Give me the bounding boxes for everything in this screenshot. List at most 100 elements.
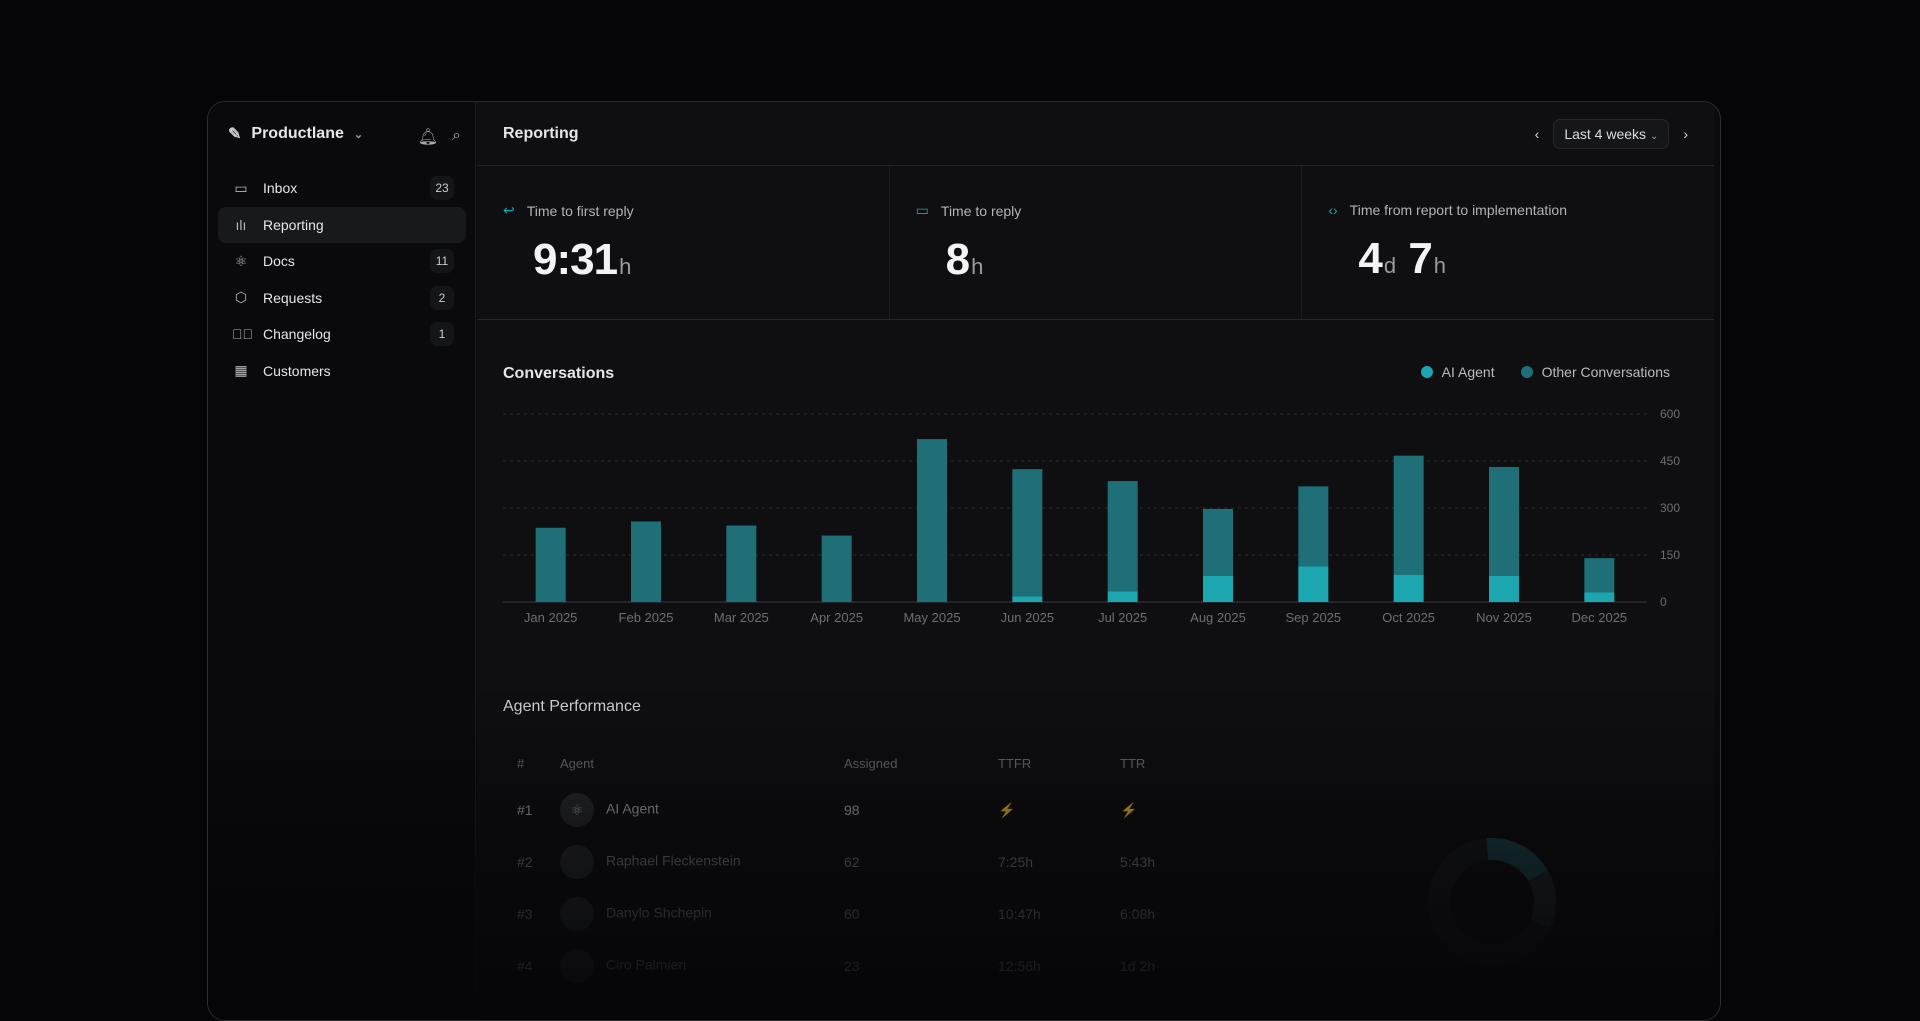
chevron-down-icon: ⌄	[353, 128, 364, 141]
sidebar-nav: ▭ Inbox 23 ılı Reporting ⚛ Docs 11 ⬡ Requests 2…	[218, 170, 466, 389]
count-badge: 2	[430, 285, 454, 310]
next-period-button[interactable]: ›	[1683, 125, 1688, 142]
sidebar-item-requests[interactable]: ⬡ Requests 2	[218, 280, 466, 316]
sidebar-item-docs[interactable]: ⚛ Docs 11	[218, 243, 466, 279]
x-tick-label: May 2025	[903, 610, 960, 625]
x-tick-label: Jun 2025	[1001, 610, 1054, 625]
ttfr: 12:56h	[998, 958, 1041, 974]
x-tick-label: Aug 2025	[1190, 610, 1246, 625]
bar-other	[1393, 455, 1424, 575]
table-row[interactable]: #4 Ciro Palmieri 23 12:56h 1d 2h	[503, 940, 1240, 992]
sidebar-item-label: Docs	[263, 253, 295, 269]
chart-legend: AI Agent Other Conversations	[1420, 364, 1670, 380]
stat-value: 7	[1408, 234, 1433, 283]
bar-ai	[1203, 575, 1233, 602]
header: Reporting ‹ Last 4 weeks ⌄ ›	[477, 102, 1714, 166]
bar-chart-icon: ılı	[235, 216, 247, 233]
x-tick-label: Sep 2025	[1285, 610, 1341, 625]
bar-other	[1584, 558, 1615, 593]
sidebar-item-label: Inbox	[263, 180, 298, 196]
sidebar: ✎ Productlane ⌄ 🔔︎ ⌕ ▭ Inbox 23 ılı Reporti…	[208, 102, 476, 1020]
legend-label: Other Conversations	[1541, 364, 1670, 380]
bar-other	[917, 439, 947, 602]
y-tick-label: 300	[1660, 501, 1680, 515]
chart-title: Conversations	[503, 365, 615, 382]
stat-value: 9:31	[533, 235, 618, 284]
legend-label: AI Agent	[1441, 364, 1495, 380]
donut-chart	[1428, 838, 1556, 966]
bar-other	[821, 535, 852, 602]
sidebar-item-changelog[interactable]: ✓⃝ Changelog 1	[218, 316, 466, 352]
assigned: 60	[844, 906, 860, 922]
stat-unit: d	[1383, 253, 1396, 278]
stat-unit: h	[1433, 253, 1446, 278]
conversations-chart: 0 150 300 450 600 Jan 2025 Feb 2025 Mar 2025 Apr…	[503, 407, 1680, 625]
x-tick-label: Apr 2025	[810, 610, 863, 625]
building-icon: ▦	[234, 362, 248, 378]
stats-row: ↩ Time to first reply 9:31h ▭ Time to reply…	[477, 166, 1714, 320]
agent-name: AI Agent	[606, 800, 659, 817]
y-tick-label: 450	[1660, 454, 1680, 468]
cube-icon: ⬡	[234, 289, 248, 305]
assigned: 62	[844, 854, 860, 870]
x-tick-label: Dec 2025	[1572, 610, 1628, 625]
table-row[interactable]: #3 Danylo Shchepin 60 10:47h 6:08h	[503, 888, 1240, 940]
sidebar-item-label: Requests	[263, 289, 323, 306]
agent-performance-title: Agent Performance	[503, 698, 641, 715]
x-tick-label: Mar 2025	[714, 610, 769, 625]
stat-label: Time to first reply	[526, 202, 634, 219]
x-tick-label: Nov 2025	[1476, 610, 1532, 625]
avatar	[560, 949, 594, 983]
ttfr: 7:25h	[998, 854, 1034, 870]
stat-label: Time to reply	[940, 202, 1022, 219]
ttr: 1d 2h	[1120, 958, 1156, 974]
stat-first-reply: ↩ Time to first reply 9:31h	[477, 166, 890, 319]
count-badge: 11	[430, 249, 454, 273]
bar-ai	[1489, 575, 1519, 602]
stat-unit: h	[971, 254, 983, 279]
check-circle-icon: ✓⃝	[232, 326, 253, 342]
bar-other	[1489, 466, 1519, 576]
date-range-value: Last 4 weeks	[1564, 125, 1647, 142]
search-icon[interactable]: ⌕	[452, 127, 461, 144]
bar-other	[1012, 469, 1043, 597]
ttfr: 10:47h	[998, 906, 1041, 922]
sidebar-item-inbox[interactable]: ▭ Inbox 23	[218, 170, 466, 206]
stat-label: Time from report to implementation	[1349, 202, 1568, 218]
atom-icon: ⚛	[234, 252, 248, 269]
prev-period-button[interactable]: ‹	[1534, 125, 1540, 142]
page-title: Reporting	[503, 124, 579, 142]
col-assigned: Assigned	[844, 755, 898, 771]
y-tick-label: 0	[1660, 595, 1667, 609]
count-badge: 1	[430, 322, 454, 346]
y-tick-label: 600	[1660, 407, 1680, 421]
main-panel: Reporting ‹ Last 4 weeks ⌄ › ↩ Time to fi…	[477, 102, 1714, 1020]
inbox-icon: ▭	[234, 179, 248, 196]
message-icon: ▭	[915, 202, 929, 218]
table-row[interactable]: #1 ⚛ AI Agent 98 ⚡ ⚡	[503, 784, 1240, 836]
ai-agent-avatar: ⚛	[560, 793, 594, 827]
bell-icon[interactable]: 🔔︎	[417, 129, 439, 146]
bar-other	[1298, 486, 1329, 567]
col-agent: Agent	[560, 755, 594, 771]
reply-icon: ↩	[503, 202, 515, 218]
x-tick-label: Oct 2025	[1382, 610, 1435, 625]
code-icon: ‹›	[1328, 202, 1338, 218]
lightning-icon: ⚡	[998, 801, 1016, 818]
sidebar-item-label: Customers	[263, 362, 331, 379]
bar-other	[631, 521, 661, 602]
sidebar-item-reporting[interactable]: ılı Reporting	[218, 206, 466, 243]
workspace-switcher[interactable]: ✎ Productlane ⌄	[228, 124, 363, 144]
chevron-down-icon: ⌄	[1649, 130, 1659, 142]
bar-ai	[1298, 566, 1329, 602]
sidebar-item-label: Reporting	[263, 216, 324, 233]
stat-reply: ▭ Time to reply 8h	[890, 166, 1303, 319]
table-row[interactable]: #2 Raphael Fleckenstein 62 7:25h 5:43h	[503, 836, 1240, 888]
col-ttfr: TTFR	[998, 755, 1032, 771]
x-tick-label: Feb 2025	[619, 610, 674, 625]
stat-implementation: ‹› Time from report to implementation 4d 7…	[1302, 166, 1714, 319]
agent-table: # Agent Assigned TTFR TTR #1 ⚛ AI Agent 98 ⚡…	[503, 742, 1240, 992]
date-range-select[interactable]: Last 4 weeks ⌄	[1553, 118, 1670, 149]
stat-unit: h	[619, 254, 631, 279]
sidebar-item-customers[interactable]: ▦ Customers	[218, 353, 466, 389]
